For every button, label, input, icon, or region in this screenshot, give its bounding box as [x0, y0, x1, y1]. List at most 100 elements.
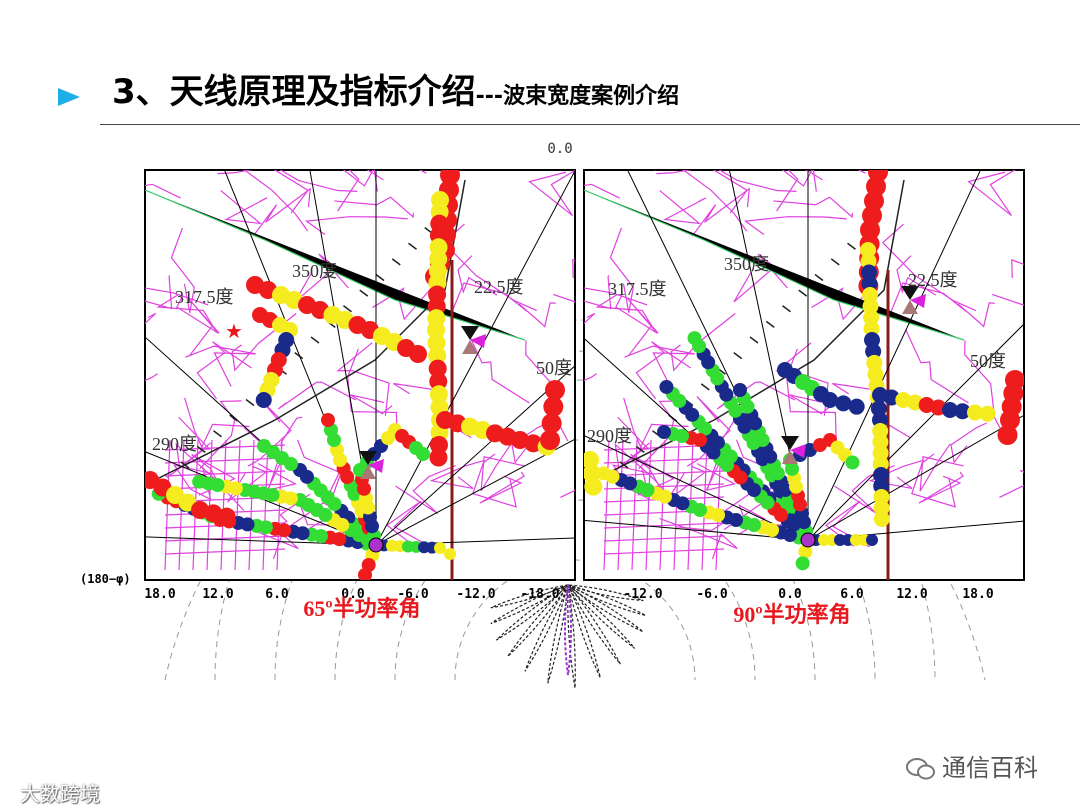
road — [691, 187, 750, 237]
axis-tick-label: -6.0 — [696, 587, 727, 602]
road — [584, 287, 648, 306]
road — [635, 341, 691, 400]
site-sector — [782, 450, 798, 464]
axis-tick-label: -12.0 — [456, 587, 495, 602]
drive-sample — [543, 396, 564, 417]
road — [964, 340, 1008, 442]
slide-header: 3、天线原理及指标介绍---波束宽度案例介绍 — [0, 0, 1080, 130]
road — [342, 170, 427, 187]
footer-right-text: 通信百科 — [942, 754, 1038, 782]
title-divider — [100, 124, 1080, 125]
drive-sample — [217, 507, 236, 526]
drive-route — [145, 471, 236, 526]
road — [234, 439, 241, 571]
drive-sample — [321, 413, 335, 427]
road — [304, 216, 408, 236]
road — [919, 443, 964, 492]
drive-sample — [429, 372, 448, 391]
road — [347, 348, 398, 441]
drive-sample — [687, 331, 702, 346]
beam-line — [145, 451, 377, 546]
pattern-lobe — [567, 584, 644, 633]
drive-sample — [1000, 410, 1020, 430]
drive-sample — [444, 548, 456, 560]
drive-sample — [822, 392, 838, 408]
star-marker-icon: ★ — [225, 319, 243, 343]
road — [918, 471, 964, 504]
beam-line — [584, 434, 809, 541]
left-angle-350: 350度 — [292, 261, 337, 281]
drive-sample — [427, 333, 446, 352]
site-sector — [910, 294, 926, 308]
site-sector — [461, 326, 479, 340]
railway-tick — [229, 414, 239, 422]
road — [164, 548, 286, 555]
right-angle-290: 290度 — [587, 426, 632, 446]
pattern-lobe — [567, 584, 636, 649]
right-angle-50: 50度 — [970, 351, 1006, 371]
axis-tick-label: 6.0 — [265, 587, 289, 602]
road — [776, 170, 823, 212]
road — [896, 255, 937, 296]
beam-line — [807, 520, 1024, 541]
right-angle-350: 350度 — [724, 254, 769, 274]
road — [743, 216, 847, 236]
road — [466, 329, 530, 404]
beam-line — [807, 323, 1024, 541]
drive-sample — [192, 474, 207, 489]
road — [164, 535, 286, 542]
pattern-lobe — [567, 584, 576, 689]
road — [220, 190, 268, 225]
road — [595, 293, 653, 357]
site-sector — [462, 340, 478, 354]
road — [991, 259, 1024, 306]
drive-sample — [427, 321, 445, 339]
site-sector — [368, 459, 384, 473]
railway-tick — [294, 352, 304, 360]
serving-site-icon — [368, 537, 384, 553]
road — [279, 170, 358, 192]
site-sector — [781, 436, 799, 450]
right-angle-22: 22.5度 — [908, 270, 958, 290]
railway-tick — [814, 273, 824, 282]
road — [950, 422, 987, 464]
drive-sample — [860, 242, 876, 258]
road — [170, 227, 195, 313]
road — [630, 454, 675, 496]
road — [196, 341, 252, 400]
axis-left-label: (180−φ) — [80, 572, 131, 586]
railway-tick — [408, 242, 417, 250]
drive-sample — [835, 395, 852, 412]
road — [645, 439, 652, 571]
road — [617, 439, 624, 571]
drive-sample — [795, 556, 810, 571]
drive-sample — [657, 425, 671, 439]
drive-sample — [429, 448, 448, 467]
drive-sample — [954, 403, 971, 420]
road — [682, 170, 748, 232]
left-caption: 65º半功率角 — [303, 596, 420, 621]
road — [217, 170, 309, 214]
road — [457, 255, 498, 296]
left-angle-290: 290度 — [152, 434, 197, 454]
base-station-icon — [781, 436, 806, 464]
drive-sample — [659, 379, 674, 394]
road — [868, 459, 924, 490]
axis-tick-label: -6.0 — [397, 587, 428, 602]
drive-sample — [545, 380, 565, 400]
drive-sample — [798, 544, 813, 559]
railway-tick — [375, 273, 385, 282]
drive-route — [777, 362, 865, 415]
drive-sample — [942, 402, 958, 418]
railway-tick — [359, 289, 369, 297]
drive-sample — [862, 287, 878, 303]
axis-tick-label: 0.0 — [778, 587, 802, 602]
slide-title-main: 3、天线原理及指标介绍 — [112, 72, 476, 112]
railway-tick — [830, 258, 840, 266]
road — [603, 439, 610, 571]
road — [686, 395, 731, 467]
pattern-lobe — [490, 584, 569, 609]
drive-sample — [429, 385, 448, 404]
axis-tick-label: 12.0 — [202, 587, 233, 602]
drive-sample — [848, 398, 865, 415]
